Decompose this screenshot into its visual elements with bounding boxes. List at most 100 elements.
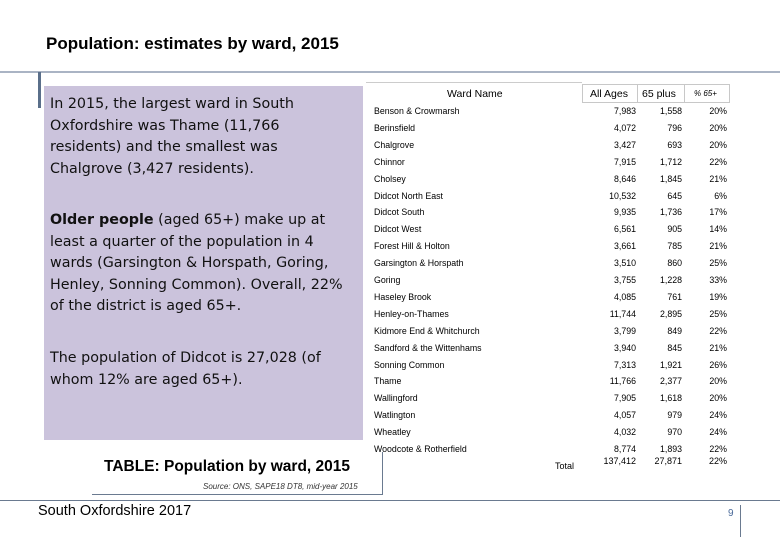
pct-65-cell: 21% (709, 173, 727, 184)
ward-name-cell: Didcot West (374, 224, 422, 235)
all-ages-cell: 10,532 (609, 190, 636, 201)
pct-65-cell: 21% (709, 241, 727, 252)
table-row: Thame 11,766 2,377 20% (366, 373, 730, 390)
pct-65-cell: 24% (709, 410, 727, 421)
table-row: Benson & Crowmarsh 7,983 1,558 20% (366, 103, 730, 120)
all-ages-cell: 3,755 (613, 275, 636, 285)
over-65-cell: 1,712 (659, 156, 682, 167)
ward-name-cell: Didcot North East (374, 190, 443, 201)
column-header-pct-65: % 65+ (694, 89, 717, 98)
ward-name-cell: Henley-on-Thames (374, 308, 449, 319)
over-65-cell: 1,921 (659, 359, 682, 370)
page-number: 9 (728, 508, 734, 519)
pct-65-cell: 22% (709, 444, 727, 454)
ward-name-cell: Didcot South (374, 207, 425, 218)
all-ages-cell: 7,313 (613, 359, 636, 370)
pct-65-cell: 25% (709, 308, 727, 319)
footer-organisation: South Oxfordshire 2017 (38, 503, 192, 519)
pct-65-cell: 6% (714, 190, 727, 201)
all-ages-cell: 4,072 (613, 122, 636, 133)
table-row: Henley-on-Thames 11,744 2,895 25% (366, 306, 730, 323)
ward-name-cell: Chalgrove (374, 139, 415, 150)
header-box-pct-65 (684, 84, 730, 103)
pct-65-cell: 19% (709, 291, 727, 302)
ward-name-cell: Sonning Common (374, 359, 445, 370)
over-65-cell: 1,736 (659, 207, 682, 218)
table-row: Goring 3,755 1,228 33% (366, 272, 730, 289)
all-ages-cell: 11,766 (609, 376, 636, 387)
ward-name-cell: Berinsfield (374, 122, 416, 133)
ward-header-frame (366, 82, 582, 93)
ward-name-cell: Garsington & Horspath (374, 258, 464, 269)
over-65-cell: 860 (667, 258, 682, 269)
table-total-row: 137,412 27,871 22% (366, 453, 730, 470)
ward-name-cell: Haseley Brook (374, 291, 432, 302)
table-row: Forest Hill & Holton 3,661 785 21% (366, 238, 730, 255)
all-ages-cell: 3,661 (613, 241, 636, 252)
total-pct-65: 22% (708, 456, 727, 466)
column-header-65-plus: 65 plus (642, 88, 676, 100)
all-ages-cell: 8,646 (613, 173, 636, 184)
table-row: Garsington & Horspath 3,510 860 25% (366, 255, 730, 272)
table-row: Chalgrove 3,427 693 20% (366, 137, 730, 154)
all-ages-cell: 4,085 (613, 291, 636, 302)
all-ages-cell: 7,983 (613, 106, 636, 116)
pct-65-cell: 20% (709, 139, 727, 150)
pct-65-cell: 20% (709, 376, 727, 387)
ward-name-cell: Thame (374, 376, 402, 387)
over-65-cell: 761 (667, 291, 682, 302)
all-ages-cell: 8,774 (613, 444, 636, 454)
over-65-cell: 1,228 (659, 275, 682, 285)
over-65-cell: 970 (667, 427, 682, 438)
ward-name-cell: Goring (374, 275, 401, 285)
table-row: Wheatley 4,032 970 24% (366, 424, 730, 441)
ward-name-cell: Cholsey (374, 173, 406, 184)
over-65-cell: 845 (667, 342, 682, 353)
older-people-emphasis: Older people (50, 212, 154, 228)
table-row: Woodcote & Rotherfield 8,774 1,893 22% (366, 441, 730, 458)
ward-name-cell: Woodcote & Rotherfield (374, 444, 467, 454)
all-ages-cell: 3,799 (613, 325, 636, 336)
all-ages-cell: 11,744 (609, 308, 636, 319)
pct-65-cell: 22% (709, 325, 727, 336)
table-caption: TABLE: Population by ward, 2015 (104, 458, 351, 475)
older-people-text: (aged 65+) make up at least a quarter of… (50, 212, 343, 314)
pct-65-cell: 20% (709, 393, 727, 404)
all-ages-cell: 4,057 (613, 410, 636, 421)
column-header-ward: Ward Name (447, 88, 503, 100)
all-ages-cell: 7,915 (613, 156, 636, 167)
summary-paragraph-largest-ward: In 2015, the largest ward in South Oxfor… (50, 96, 294, 177)
all-ages-cell: 7,905 (613, 393, 636, 404)
table-row: Chinnor 7,915 1,712 22% (366, 154, 730, 171)
all-ages-cell: 3,427 (613, 139, 636, 150)
pct-65-cell: 22% (709, 156, 727, 167)
table-row: Sonning Common 7,313 1,921 26% (366, 357, 730, 374)
table-caption-box (92, 452, 383, 495)
over-65-cell: 693 (667, 139, 682, 150)
over-65-cell: 1,618 (659, 393, 682, 404)
page-title: Population: estimates by ward, 2015 (46, 34, 339, 53)
table-row: Watlington 4,057 979 24% (366, 407, 730, 424)
over-65-cell: 1,893 (659, 444, 682, 454)
left-accent-line (38, 72, 41, 108)
table-row: Wallingford 7,905 1,618 20% (366, 390, 730, 407)
column-header-all-ages: All Ages (590, 88, 628, 100)
over-65-cell: 785 (667, 241, 682, 252)
table-row: Didcot West 6,561 905 14% (366, 221, 730, 238)
ward-name-cell: Chinnor (374, 156, 405, 167)
ward-name-cell: Benson & Crowmarsh (374, 106, 460, 116)
over-65-cell: 796 (667, 122, 682, 133)
ward-name-cell: Sandford & the Wittenhams (374, 342, 482, 353)
table-row: Didcot South 9,935 1,736 17% (366, 204, 730, 221)
ward-name-cell: Forest Hill & Holton (374, 241, 450, 252)
all-ages-cell: 9,935 (613, 207, 636, 218)
table-row: Berinsfield 4,072 796 20% (366, 120, 730, 137)
total-65-plus: 27,871 (654, 456, 682, 466)
summary-panel: In 2015, the largest ward in South Oxfor… (44, 86, 363, 440)
over-65-cell: 979 (667, 410, 682, 421)
over-65-cell: 905 (667, 224, 682, 235)
pct-65-cell: 17% (709, 207, 727, 218)
over-65-cell: 2,895 (659, 308, 682, 319)
table-row: Kidmore End & Whitchurch 3,799 849 22% (366, 323, 730, 340)
table-row: Cholsey 8,646 1,845 21% (366, 171, 730, 188)
